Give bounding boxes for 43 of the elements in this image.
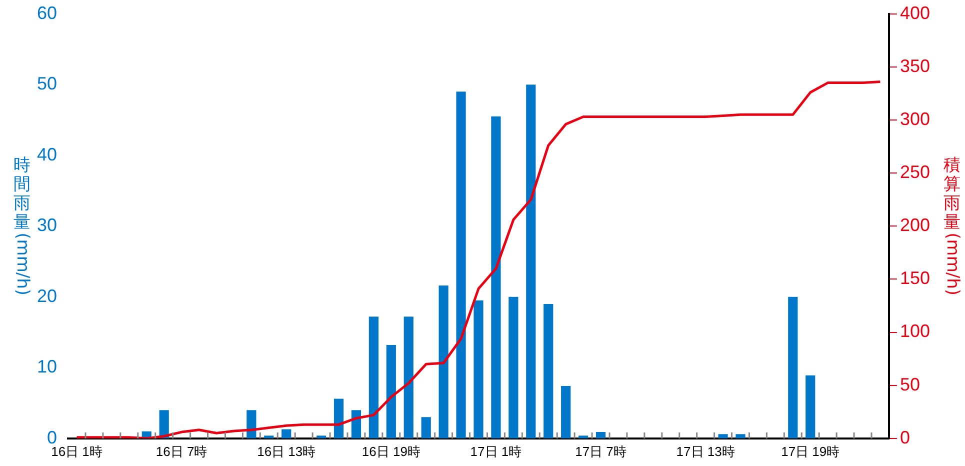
- y2-tick-label: 150: [900, 268, 930, 288]
- bar: [718, 434, 728, 438]
- bar: [421, 417, 431, 438]
- y-tick-label: 30: [36, 215, 58, 236]
- bar: [596, 432, 606, 438]
- y2-tick-label: 300: [900, 108, 930, 129]
- bar: [736, 434, 746, 438]
- y-tick-label: 20: [36, 286, 58, 306]
- bar: [368, 316, 378, 438]
- y-tick-label: 40: [36, 144, 58, 164]
- y2-tick-label: 50: [900, 374, 920, 394]
- bar: [806, 375, 816, 438]
- bar: [438, 286, 448, 438]
- bar: [474, 300, 484, 438]
- x-tick-label: 16日 7時: [156, 444, 208, 459]
- y-tick-label: 50: [36, 74, 58, 94]
- x-tick-label: 17日 1時: [470, 444, 522, 459]
- y2-tick-label: 100: [900, 321, 930, 342]
- x-tick-label: 17日 19時: [781, 444, 840, 459]
- bar: [491, 116, 501, 438]
- x-tick-label: 16日 13時: [257, 444, 316, 459]
- bar: [526, 84, 536, 438]
- y-tick-label: 10: [36, 356, 58, 377]
- bar: [788, 296, 798, 438]
- x-tick-label: 16日 19時: [362, 444, 420, 459]
- bar: [334, 398, 344, 438]
- bar: [544, 304, 554, 438]
- y2-tick-label: 250: [900, 162, 930, 182]
- y2-tick-label: 200: [900, 215, 930, 236]
- y2-tick-label: 350: [900, 56, 930, 76]
- bar: [561, 386, 571, 438]
- x-tick-label: 17日 13時: [676, 444, 735, 459]
- bar: [508, 296, 518, 438]
- y-axis-title: 時間雨量(mm/h): [12, 156, 33, 296]
- bar: [404, 316, 414, 438]
- y-tick-label: 60: [36, 2, 58, 23]
- y2-tick-label: 400: [900, 2, 930, 23]
- x-tick-label: 17日 7時: [575, 444, 626, 459]
- bar: [456, 92, 466, 438]
- y2-tick-label: 0: [900, 427, 910, 448]
- bar: [282, 429, 292, 438]
- y2-axis-title: 積算雨量(mm/h): [942, 156, 963, 296]
- bar: [386, 344, 396, 438]
